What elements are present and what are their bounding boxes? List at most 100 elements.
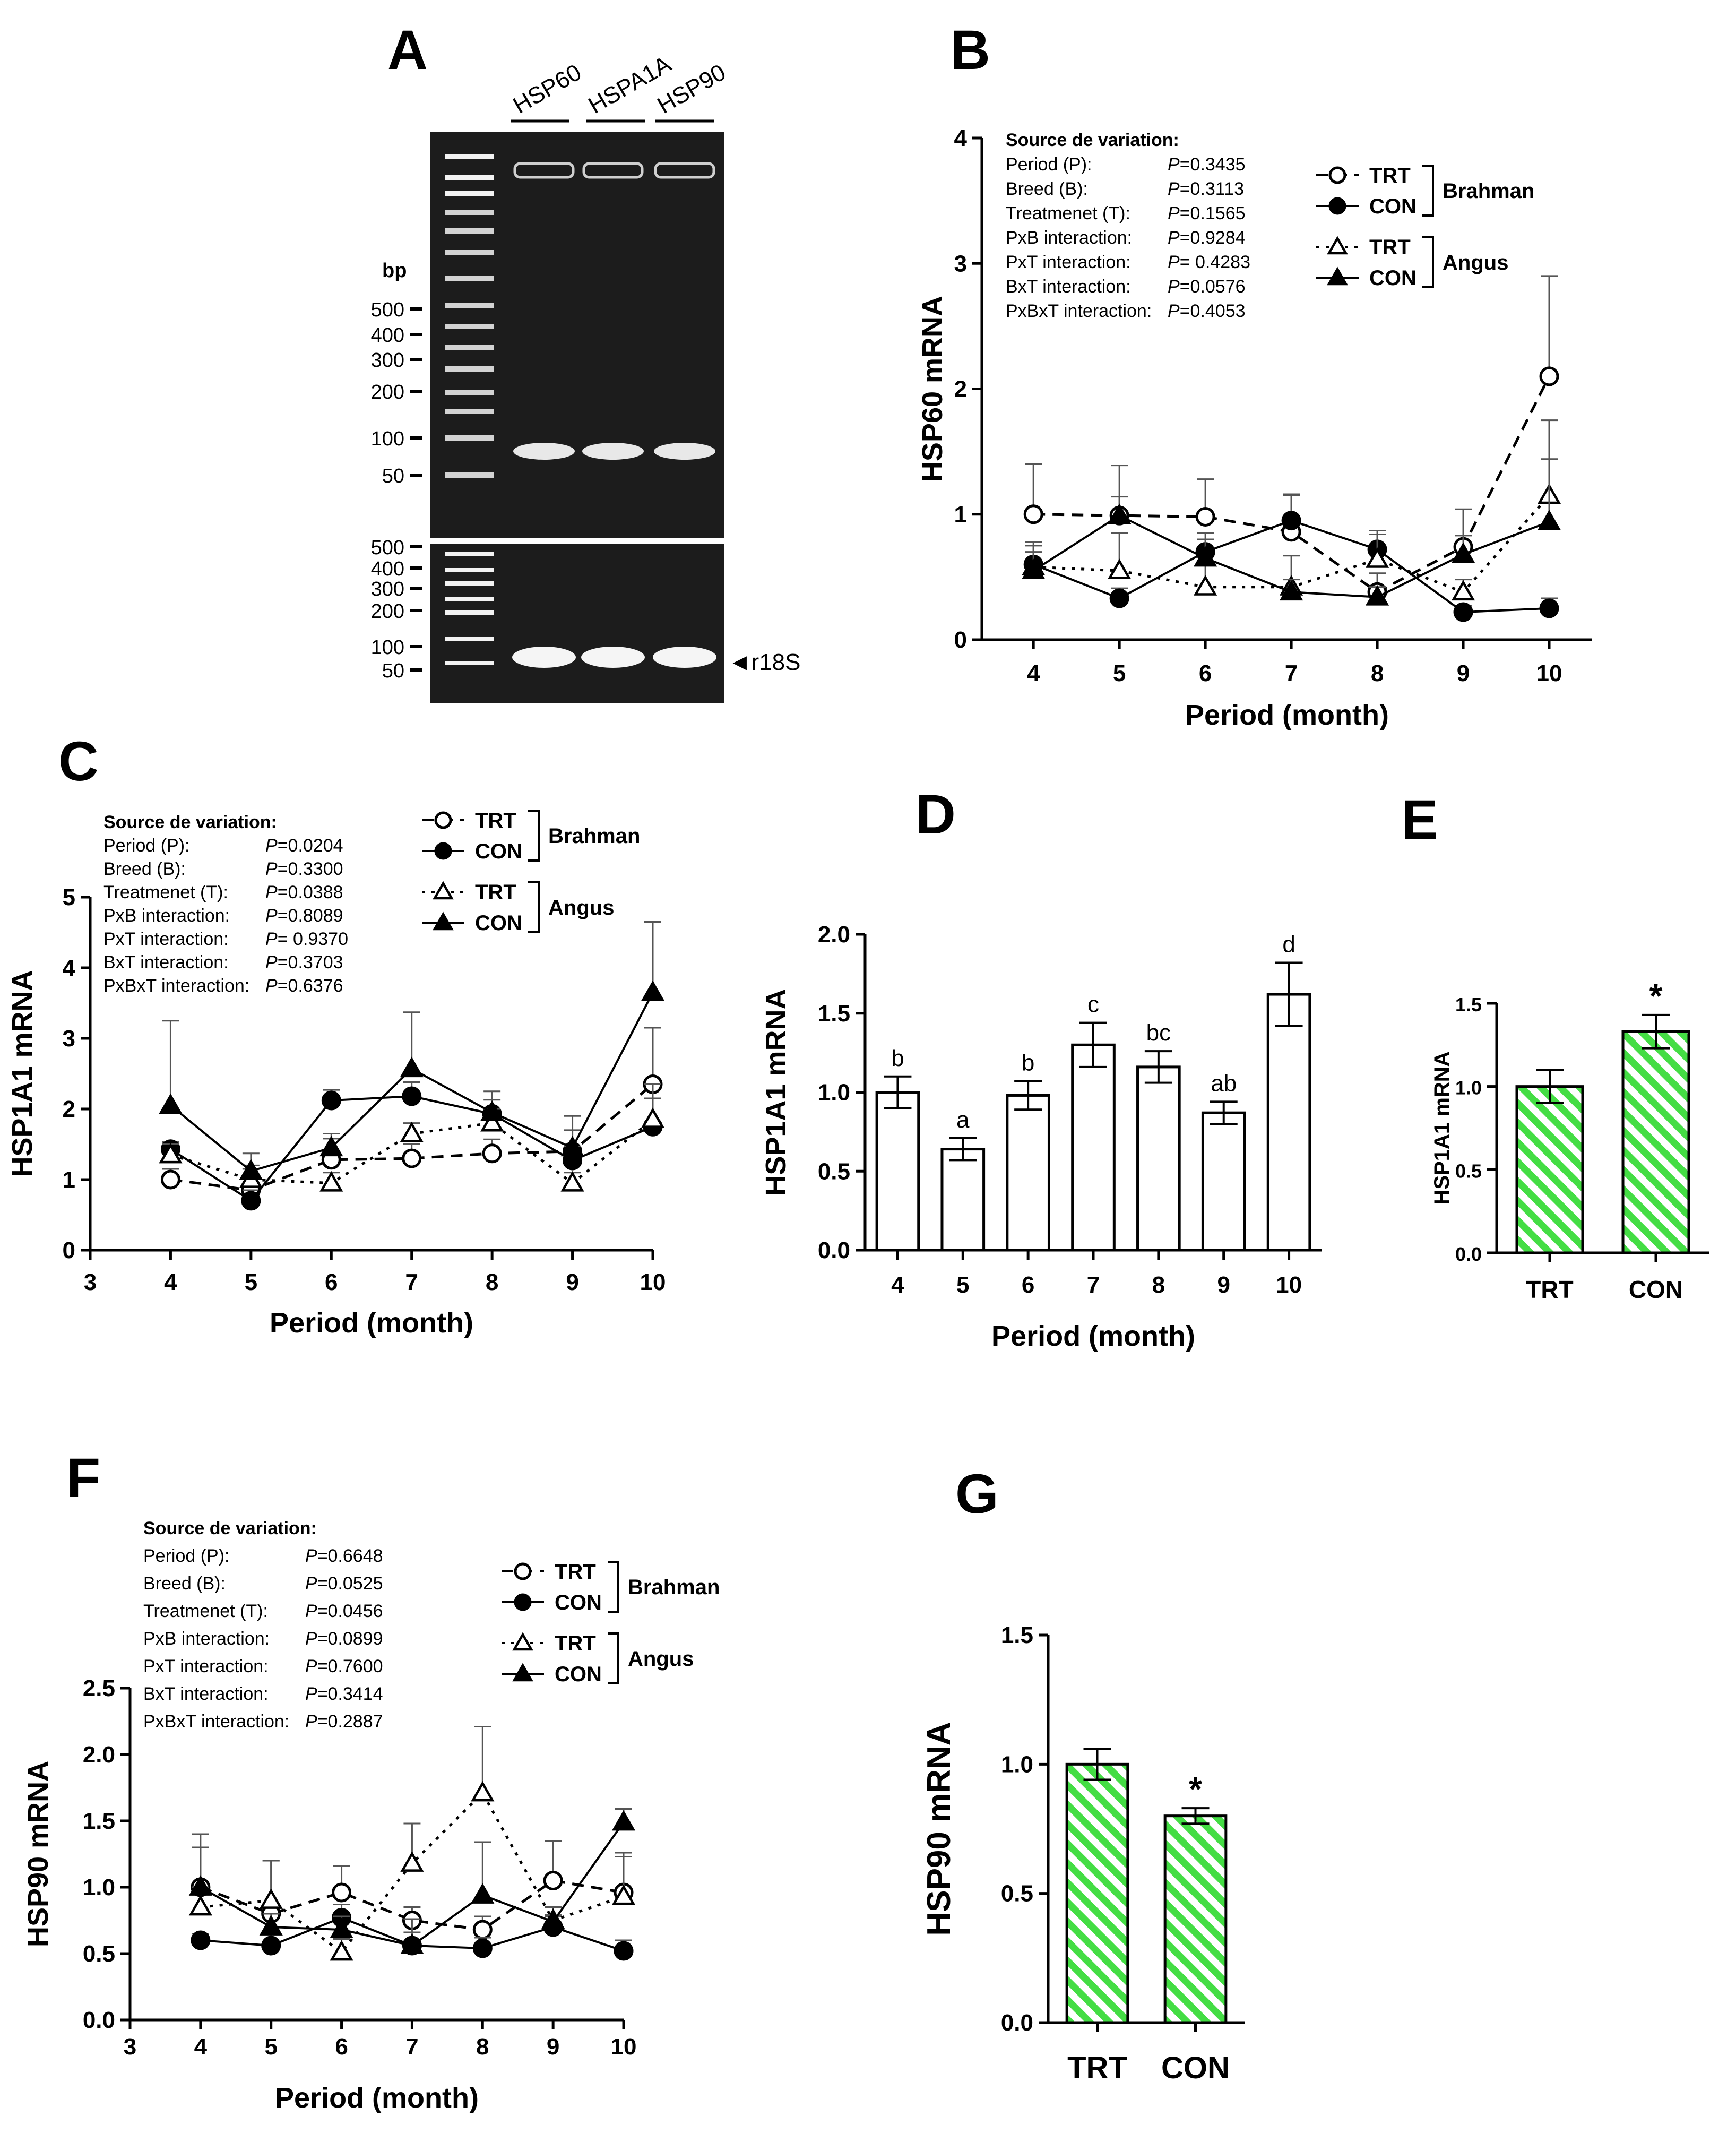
filled-triangle-marker [259, 1915, 283, 1936]
stats-label: Period (P): [103, 836, 190, 856]
stats-label: PxB interaction: [1006, 228, 1132, 248]
stats-p: P [265, 859, 278, 879]
significance-letter: d [1282, 932, 1295, 958]
stats-rest: =0.1565 [1180, 203, 1246, 223]
filled-triangle-marker [433, 911, 454, 931]
filled-circle-marker [1281, 511, 1301, 531]
stats-rest: =0.9284 [1180, 228, 1246, 248]
open-triangle-marker [330, 1940, 353, 1961]
ladder-band [445, 228, 494, 234]
legend-group-label: Brahman [548, 824, 640, 848]
filled-triangle-marker [330, 1917, 353, 1938]
y-axis-title: HSP1A1 mRNA [760, 988, 792, 1195]
stats-p: P [305, 1629, 317, 1649]
ladder-band [445, 345, 494, 350]
open-triangle-marker [188, 1895, 212, 1916]
ladder-label: 300 [371, 578, 404, 600]
amplicon-band [513, 443, 575, 460]
stats-value: P=0.3435 [1168, 154, 1246, 175]
stats-label: Treatmenet (T): [103, 882, 228, 902]
y-tick-label: 1 [63, 1167, 75, 1193]
stats-rest: =0.0525 [317, 1573, 383, 1594]
ladder-label: 100 [371, 428, 404, 450]
y-tick-label: 0.5 [83, 1941, 115, 1967]
stats-label: BxT interaction: [103, 952, 229, 973]
stats-label: PxBxT interaction: [143, 1711, 289, 1732]
r18s-band [581, 647, 645, 668]
stats-value: P=0.8089 [265, 906, 343, 926]
ladder-band [445, 324, 494, 329]
axes [128, 1688, 624, 2022]
y-tick-label: 2.0 [818, 922, 850, 948]
filled-circle-marker [191, 1930, 211, 1950]
stats-value: P=0.6648 [305, 1546, 383, 1566]
ladder-band [445, 637, 494, 641]
legend: TRT CON TRT CON Brahman Angus [422, 809, 640, 935]
stats-rest: =0.6648 [317, 1546, 383, 1566]
stats-label: BxT interaction: [1006, 277, 1131, 297]
x-tick-label: 4 [891, 1272, 904, 1298]
stats-rest: =0.4053 [1180, 301, 1246, 321]
x-tick-label: 9 [547, 2034, 559, 2060]
filled-circle-marker [1328, 197, 1346, 215]
y-tick-label: 3 [63, 1026, 75, 1052]
stats-rest: =0.6376 [278, 976, 343, 996]
legend-series-label: TRT [475, 881, 516, 904]
y-tick-label: 0.5 [1455, 1160, 1482, 1182]
x-tick-label: 7 [405, 2034, 418, 2060]
stats-rest: =0.0899 [317, 1629, 383, 1649]
legend-series-label: CON [555, 1591, 602, 1614]
stats-p: P [1168, 252, 1180, 272]
filled-triangle-marker [1451, 542, 1475, 563]
stats-rest: =0.7600 [317, 1656, 383, 1676]
legend-bracket [608, 1561, 619, 1613]
well-band [513, 162, 575, 179]
legend-series-label: TRT [555, 1560, 596, 1584]
open-triangle-marker [259, 1888, 283, 1909]
x-tick-label: 10 [1276, 1272, 1302, 1298]
x-tick-label: 8 [1152, 1272, 1165, 1298]
x-tick-label: 4 [164, 1269, 177, 1295]
series-angus-trt [159, 1083, 665, 1192]
stats-value: P=0.0899 [305, 1629, 383, 1649]
open-triangle-marker [433, 881, 454, 900]
stats-title: Source de variation: [103, 812, 277, 832]
filled-triangle-marker [480, 1100, 504, 1121]
filled-circle-marker [514, 1593, 532, 1611]
x-tick-label: 10 [640, 1269, 666, 1295]
x-tick-label: 6 [1199, 660, 1212, 686]
y-tick-label: 1.5 [818, 1001, 850, 1027]
legend-bracket [528, 810, 540, 862]
chart-e: E 0.0 0.5 1.0 1.5 TRT CON * HSP1A1 mRNA [1401, 789, 1709, 1303]
filled-triangle-marker [1022, 558, 1046, 579]
open-triangle-marker [319, 1171, 343, 1192]
y-tick-label: 0 [63, 1237, 75, 1263]
ladder-band [445, 210, 494, 215]
ladder-band [445, 409, 494, 414]
stats-label: Breed (B): [143, 1573, 226, 1594]
stats-rest: =0.3414 [317, 1684, 383, 1704]
x-axis-title: Period (month) [1185, 699, 1389, 731]
bar [1621, 1030, 1690, 1254]
axes [89, 897, 653, 1252]
x-tick-label: 6 [325, 1269, 338, 1295]
stats-p: P [265, 976, 278, 996]
significance-letter: bc [1146, 1020, 1171, 1046]
panel-letter-a: A [387, 19, 428, 81]
well-band [654, 162, 715, 179]
panel-letter-b: B [950, 19, 990, 81]
y-axis-title: HSP1A1 mRNA [1430, 1052, 1454, 1205]
y-tick-label: 1.5 [1001, 1622, 1033, 1648]
stats-value: P=0.3414 [305, 1684, 383, 1704]
legend-series-label: TRT [1369, 164, 1411, 187]
y-tick-label: 2.5 [83, 1675, 115, 1701]
open-circle-marker [160, 1169, 180, 1190]
filled-circle-marker [261, 1936, 281, 1956]
series-angus-con [1022, 458, 1561, 606]
open-triangle-marker [611, 1884, 636, 1905]
bar [1266, 993, 1311, 1252]
bar [940, 1148, 986, 1252]
